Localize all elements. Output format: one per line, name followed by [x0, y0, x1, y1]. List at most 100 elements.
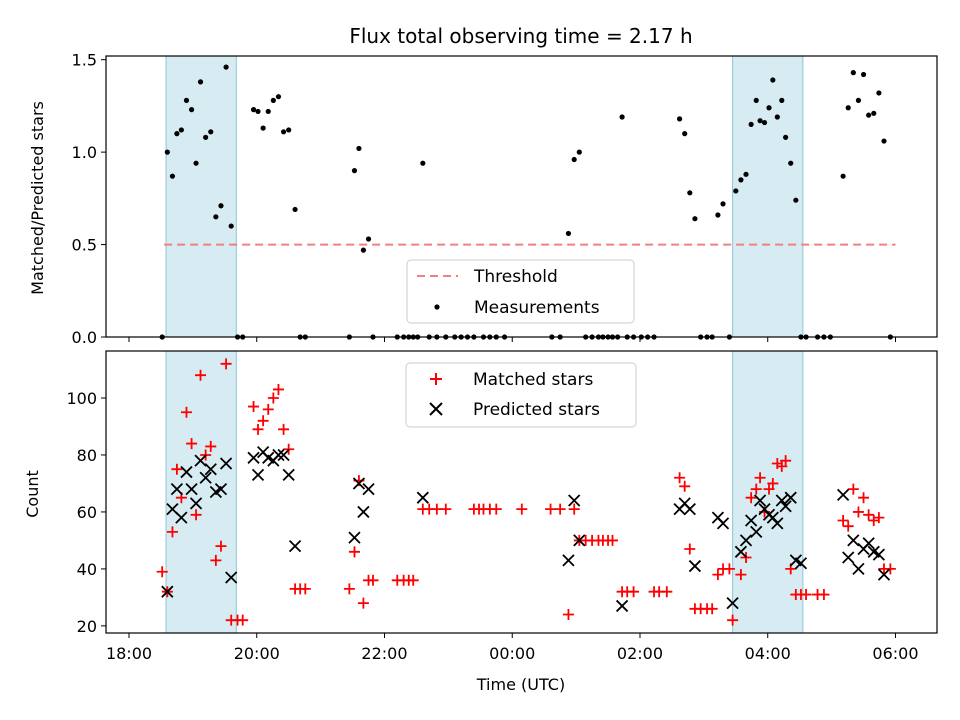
shaded-interval [165, 350, 237, 634]
matched-point [348, 546, 360, 558]
predicted-point [739, 534, 753, 547]
measurement-point [228, 223, 234, 229]
predicted-point [416, 491, 429, 504]
matched-point [568, 503, 580, 515]
predicted-point [194, 454, 207, 467]
measurement-point [576, 149, 582, 155]
measurement-point [270, 97, 276, 103]
matched-point [357, 597, 369, 609]
measurement-point [286, 127, 292, 133]
measurement-point [183, 97, 190, 103]
measurement-point [783, 134, 789, 140]
predicted-point [771, 517, 784, 530]
matched-point [215, 540, 227, 552]
predicted-point [288, 539, 302, 553]
measurement-point [682, 131, 688, 137]
predicted-point [185, 483, 198, 496]
measurement-point [743, 171, 749, 177]
bottom-legend: Matched stars Predicted stars [405, 362, 637, 428]
measurement-point [676, 116, 683, 122]
matched-point [706, 603, 718, 615]
predicted-point [775, 494, 788, 507]
measurement-point [360, 247, 367, 253]
legend-threshold-label: Threshold [473, 267, 558, 287]
predicted-point [219, 457, 233, 470]
measurement-point [174, 131, 180, 137]
predicted-point [716, 517, 730, 530]
matched-point [195, 369, 207, 381]
bottom-y-axis-label: Count [23, 470, 42, 518]
matched-point [628, 586, 640, 598]
matched-point [780, 455, 792, 467]
measurement-point [733, 188, 739, 194]
measurement-point [351, 168, 358, 174]
matched-point [684, 543, 696, 555]
measurement-point [770, 77, 776, 83]
measurement-point [164, 149, 170, 155]
matched-point [818, 589, 830, 601]
shaded-interval [732, 350, 804, 634]
predicted-point [842, 551, 855, 564]
matched-point [343, 583, 355, 595]
legend-measurements-label: Measurements [474, 298, 600, 318]
legend-predicted-label: Predicted stars [473, 400, 600, 420]
predicted-point [247, 451, 260, 464]
measurement-point [753, 97, 759, 103]
matched-point [220, 358, 232, 370]
measurement-point [715, 212, 721, 218]
predicted-point [573, 534, 586, 547]
top-y-axis-label: Matched/Predicted stars [28, 101, 47, 295]
measurement-point [850, 70, 856, 76]
matched-point [156, 566, 168, 578]
measurement-point [197, 79, 204, 85]
measurement-point [779, 97, 785, 103]
measurement-point [193, 160, 199, 166]
predicted-point [847, 534, 860, 547]
measurement-point [738, 177, 744, 183]
matched-point [735, 569, 747, 581]
matched-point [679, 480, 691, 492]
x-tick-label: 22:00 [361, 644, 407, 663]
legend-matched-swatch [430, 373, 442, 385]
predicted-point [161, 585, 174, 598]
measurement-point [761, 119, 768, 126]
matched-point [723, 563, 735, 575]
matched-point [180, 406, 192, 418]
matched-point [745, 492, 757, 504]
predicted-point [852, 562, 865, 576]
matched-point [852, 506, 864, 518]
matched-point [272, 383, 284, 395]
bottom-panel: Count Time (UTC) 18:00 20:00 22:00 00:00 02:… [23, 350, 938, 694]
matched-point [299, 583, 311, 595]
measurement-point [292, 206, 298, 213]
measurement-point [365, 236, 372, 242]
measurement-point [260, 125, 266, 131]
predicted-point [734, 545, 748, 558]
y-tick-label: 0.0 [72, 328, 97, 347]
legend-predicted-swatch [429, 402, 443, 416]
predicted-point [282, 468, 295, 482]
predicted-point [779, 500, 792, 513]
predicted-point [726, 596, 739, 610]
measurement-point [881, 138, 887, 144]
x-tick-label: 00:00 [489, 644, 535, 663]
matched-point [554, 503, 566, 515]
predicted-point [750, 525, 763, 539]
matched-point [407, 574, 419, 586]
measurement-point [788, 160, 794, 166]
matched-point [776, 460, 788, 472]
measurement-point [203, 134, 209, 140]
predicted-point [862, 537, 875, 550]
measurement-point [218, 203, 224, 209]
predicted-point [794, 557, 808, 570]
matched-point [186, 438, 198, 450]
predicted-point [189, 497, 203, 510]
predicted-point [277, 448, 290, 462]
predicted-point [683, 502, 696, 516]
x-tick-label: 18:00 [106, 644, 152, 663]
matched-point [516, 503, 528, 515]
y-tick-label: 20 [77, 617, 97, 636]
measurement-point [692, 216, 698, 222]
measurement-point [840, 173, 846, 179]
